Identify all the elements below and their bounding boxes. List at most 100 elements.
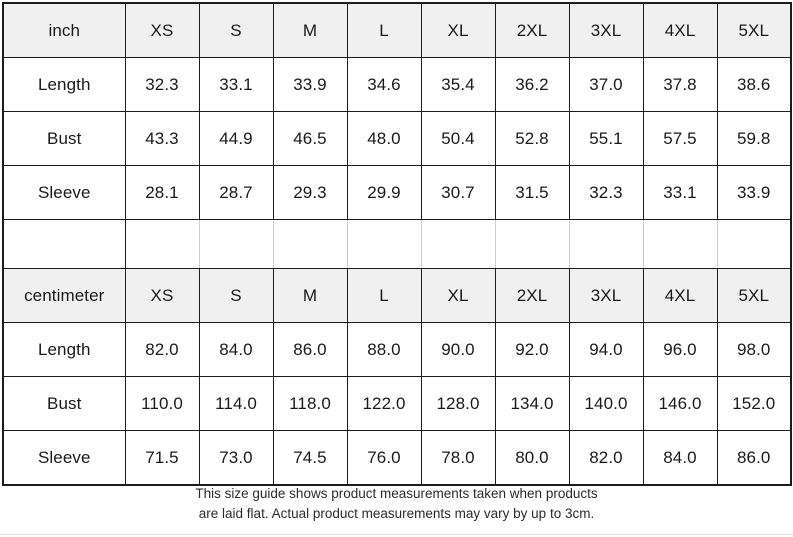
size-guide-disclaimer: This size guide shows product measuremen…: [0, 484, 793, 524]
cell-sleeve-inch-3xl: 32.3: [568, 165, 644, 220]
size-header-4xl: 4XL: [642, 2, 718, 58]
unit-label-centimeter: centimeter: [2, 268, 126, 323]
cell-length-cm-3xl: 94.0: [568, 322, 644, 377]
measurement-label-sleeve-cm: Sleeve: [2, 430, 126, 486]
size-header-cm-5xl: 5XL: [716, 268, 792, 323]
separator-cell-1: [124, 219, 200, 269]
size-header-xs: XS: [124, 2, 200, 58]
separator-cell-9: [716, 219, 792, 269]
cell-bust-cm-4xl: 146.0: [642, 376, 718, 431]
table-row: Length 82.0 84.0 86.0 88.0 90.0 92.0 94.…: [2, 322, 792, 377]
size-header-cm-m: M: [272, 268, 348, 323]
cell-sleeve-inch-l: 29.9: [346, 165, 422, 220]
cell-length-cm-xs: 82.0: [124, 322, 200, 377]
cell-length-cm-m: 86.0: [272, 322, 348, 377]
cell-bust-inch-2xl: 52.8: [494, 111, 570, 166]
separator-cell-label: [2, 219, 126, 269]
inch-header-row: inch XS S M L XL 2XL 3XL 4XL 5XL: [2, 2, 792, 58]
cell-sleeve-cm-s: 73.0: [198, 430, 274, 486]
cell-sleeve-cm-xl: 78.0: [420, 430, 496, 486]
cell-sleeve-cm-5xl: 86.0: [716, 430, 792, 486]
size-header-cm-4xl: 4XL: [642, 268, 718, 323]
cell-bust-inch-3xl: 55.1: [568, 111, 644, 166]
cell-sleeve-inch-5xl: 33.9: [716, 165, 792, 220]
cell-length-inch-xl: 35.4: [420, 57, 496, 112]
cell-length-cm-4xl: 96.0: [642, 322, 718, 377]
cell-bust-cm-3xl: 140.0: [568, 376, 644, 431]
cell-length-inch-l: 34.6: [346, 57, 422, 112]
separator-cell-4: [346, 219, 422, 269]
cell-bust-cm-m: 118.0: [272, 376, 348, 431]
cell-bust-inch-5xl: 59.8: [716, 111, 792, 166]
cell-length-inch-4xl: 37.8: [642, 57, 718, 112]
table-row: Bust 43.3 44.9 46.5 48.0 50.4 52.8 55.1 …: [2, 111, 792, 166]
cell-length-cm-l: 88.0: [346, 322, 422, 377]
cell-bust-cm-xs: 110.0: [124, 376, 200, 431]
cell-length-inch-m: 33.9: [272, 57, 348, 112]
table-row: Sleeve 71.5 73.0 74.5 76.0 78.0 80.0 82.…: [2, 430, 792, 486]
size-chart-table: inch XS S M L XL 2XL 3XL 4XL 5XL Length …: [2, 2, 792, 486]
cell-length-cm-5xl: 98.0: [716, 322, 792, 377]
cell-sleeve-inch-s: 28.7: [198, 165, 274, 220]
cell-sleeve-inch-m: 29.3: [272, 165, 348, 220]
cell-bust-inch-l: 48.0: [346, 111, 422, 166]
measurement-label-sleeve-inch: Sleeve: [2, 165, 126, 220]
size-header-m: M: [272, 2, 348, 58]
cell-length-cm-2xl: 92.0: [494, 322, 570, 377]
cell-length-inch-5xl: 38.6: [716, 57, 792, 112]
size-header-cm-3xl: 3XL: [568, 268, 644, 323]
cell-length-inch-3xl: 37.0: [568, 57, 644, 112]
separator-cell-8: [642, 219, 718, 269]
size-header-cm-xs: XS: [124, 268, 200, 323]
cell-length-inch-s: 33.1: [198, 57, 274, 112]
cell-sleeve-cm-4xl: 84.0: [642, 430, 718, 486]
cell-sleeve-cm-3xl: 82.0: [568, 430, 644, 486]
size-header-xl: XL: [420, 2, 496, 58]
cell-length-inch-2xl: 36.2: [494, 57, 570, 112]
cell-bust-inch-s: 44.9: [198, 111, 274, 166]
cell-length-cm-xl: 90.0: [420, 322, 496, 377]
size-header-2xl: 2XL: [494, 2, 570, 58]
cell-bust-inch-m: 46.5: [272, 111, 348, 166]
disclaimer-line-1: This size guide shows product measuremen…: [195, 486, 598, 501]
cell-length-inch-xs: 32.3: [124, 57, 200, 112]
cell-bust-cm-5xl: 152.0: [716, 376, 792, 431]
centimeter-header-row: centimeter XS S M L XL 2XL 3XL 4XL 5XL: [2, 268, 792, 323]
cell-sleeve-cm-xs: 71.5: [124, 430, 200, 486]
cell-sleeve-inch-xs: 28.1: [124, 165, 200, 220]
disclaimer-line-2: are laid flat. Actual product measuremen…: [198, 506, 595, 521]
measurement-label-bust-cm: Bust: [2, 376, 126, 431]
measurement-label-bust-inch: Bust: [2, 111, 126, 166]
size-header-l: L: [346, 2, 422, 58]
cell-bust-inch-xl: 50.4: [420, 111, 496, 166]
size-header-cm-xl: XL: [420, 268, 496, 323]
separator-cell-5: [420, 219, 496, 269]
separator-cell-7: [568, 219, 644, 269]
unit-separator-row: [2, 219, 792, 269]
size-header-cm-l: L: [346, 268, 422, 323]
cell-sleeve-cm-2xl: 80.0: [494, 430, 570, 486]
table-row: Length 32.3 33.1 33.9 34.6 35.4 36.2 37.…: [2, 57, 792, 112]
cell-bust-cm-l: 122.0: [346, 376, 422, 431]
cell-bust-cm-xl: 128.0: [420, 376, 496, 431]
size-header-s: S: [198, 2, 274, 58]
cell-sleeve-inch-2xl: 31.5: [494, 165, 570, 220]
table-row: Bust 110.0 114.0 118.0 122.0 128.0 134.0…: [2, 376, 792, 431]
measurement-label-length-inch: Length: [2, 57, 126, 112]
measurement-label-length-cm: Length: [2, 322, 126, 377]
cell-bust-cm-s: 114.0: [198, 376, 274, 431]
size-header-cm-s: S: [198, 268, 274, 323]
size-header-5xl: 5XL: [716, 2, 792, 58]
cell-bust-inch-xs: 43.3: [124, 111, 200, 166]
unit-label-inch: inch: [2, 2, 126, 58]
size-header-3xl: 3XL: [568, 2, 644, 58]
cell-bust-cm-2xl: 134.0: [494, 376, 570, 431]
separator-cell-3: [272, 219, 348, 269]
cell-sleeve-inch-4xl: 33.1: [642, 165, 718, 220]
separator-cell-2: [198, 219, 274, 269]
cell-sleeve-cm-l: 76.0: [346, 430, 422, 486]
separator-cell-6: [494, 219, 570, 269]
cell-sleeve-cm-m: 74.5: [272, 430, 348, 486]
cell-length-cm-s: 84.0: [198, 322, 274, 377]
